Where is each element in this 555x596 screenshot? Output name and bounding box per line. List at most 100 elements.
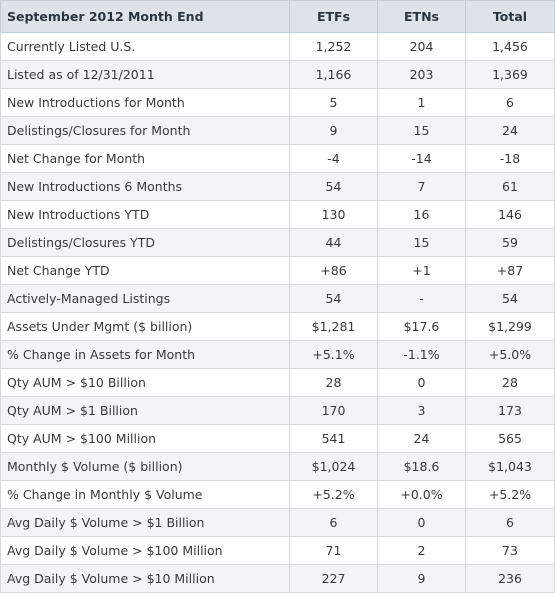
table-row: New Introductions YTD 130 16 146 — [0, 200, 555, 229]
row-label: Avg Daily $ Volume > $100 Million — [0, 536, 290, 565]
etns-value: $17.6 — [377, 312, 466, 341]
etns-value: 9 — [377, 564, 466, 593]
etns-value: +0.0% — [377, 480, 466, 509]
table-row: Currently Listed U.S. 1,252 204 1,456 — [0, 32, 555, 61]
etns-value: 16 — [377, 200, 466, 229]
row-label: Actively-Managed Listings — [0, 284, 290, 313]
table-row: % Change in Monthly $ Volume +5.2% +0.0% +5… — [0, 480, 555, 509]
etfs-value: 54 — [289, 284, 378, 313]
etns-value: 7 — [377, 172, 466, 201]
etns-value: 1 — [377, 88, 466, 117]
etfs-value: 130 — [289, 200, 378, 229]
header-etfs: ETFs — [289, 0, 378, 33]
table-row: Net Change for Month -4 -14 -18 — [0, 144, 555, 173]
row-label: % Change in Monthly $ Volume — [0, 480, 290, 509]
etns-value: 204 — [377, 32, 466, 61]
row-label: New Introductions YTD — [0, 200, 290, 229]
total-value: 73 — [465, 536, 555, 565]
table-row: Actively-Managed Listings 54-54 — [0, 284, 555, 313]
table-row: Qty AUM > $1 Billion 170 3 173 — [0, 396, 555, 425]
table-body: Currently Listed U.S. 1,252 204 1,456 Listed… — [0, 32, 555, 593]
table-row: Net Change YTD +86 +1 +87 — [0, 256, 555, 285]
table-row: Qty AUM > $10 Billion 28 0 28 — [0, 368, 555, 397]
row-label: Net Change YTD — [0, 256, 290, 285]
table-row: Delistings/Closures YTD 44 15 59 — [0, 228, 555, 257]
etns-value: 0 — [377, 368, 466, 397]
total-value: $1,043 — [465, 452, 555, 481]
etfs-value: 44 — [289, 228, 378, 257]
row-label: Listed as of 12/31/2011 — [0, 60, 290, 89]
row-label: Avg Daily $ Volume > $1 Billion — [0, 508, 290, 537]
etfs-value: 1,252 — [289, 32, 378, 61]
table-row: New Introductions for Month 5 1 6 — [0, 88, 555, 117]
row-label: Net Change for Month — [0, 144, 290, 173]
total-value: $1,299 — [465, 312, 555, 341]
row-label: Qty AUM > $100 Million — [0, 424, 290, 453]
etns-value: -14 — [377, 144, 466, 173]
table-row: Qty AUM > $100 Million 541 24 565 — [0, 424, 555, 453]
row-label: Monthly $ Volume ($ billion) — [0, 452, 290, 481]
total-value: 1,369 — [465, 60, 555, 89]
total-value: 28 — [465, 368, 555, 397]
total-value: +87 — [465, 256, 555, 285]
total-value: 59 — [465, 228, 555, 257]
etfs-value: $1,281 — [289, 312, 378, 341]
table-header-row: September 2012 Month End ETFs ETNs Total — [0, 0, 555, 33]
etfs-value: 541 — [289, 424, 378, 453]
etns-value: 203 — [377, 60, 466, 89]
table-row: Avg Daily $ Volume > $1 Billion 6 0 6 — [0, 508, 555, 537]
total-value: 6 — [465, 88, 555, 117]
etfs-value: 6 — [289, 508, 378, 537]
etfs-value: 28 — [289, 368, 378, 397]
header-etns: ETNs — [377, 0, 466, 33]
row-label: Assets Under Mgmt ($ billion) — [0, 312, 290, 341]
table-row: Assets Under Mgmt ($ billion) $1,281 $17.6… — [0, 312, 555, 341]
etfs-value: +5.2% — [289, 480, 378, 509]
etns-value: - — [377, 284, 466, 313]
etns-value: 15 — [377, 228, 466, 257]
row-label: New Introductions 6 Months — [0, 172, 290, 201]
etfs-value: $1,024 — [289, 452, 378, 481]
total-value: 54 — [465, 284, 555, 313]
etns-value: 15 — [377, 116, 466, 145]
total-value: 6 — [465, 508, 555, 537]
total-value: +5.2% — [465, 480, 555, 509]
etns-value: +1 — [377, 256, 466, 285]
header-total: Total — [465, 0, 555, 33]
etfs-value: 9 — [289, 116, 378, 145]
table-row: Avg Daily $ Volume > $100 Million 71 2 73 — [0, 536, 555, 565]
etfs-value: 227 — [289, 564, 378, 593]
table-row: Monthly $ Volume ($ billion) $1,024 $18.6 $… — [0, 452, 555, 481]
total-value: +5.0% — [465, 340, 555, 369]
etfs-value: 1,166 — [289, 60, 378, 89]
etns-value: -1.1% — [377, 340, 466, 369]
row-label: Avg Daily $ Volume > $10 Million — [0, 564, 290, 593]
table-row: Delistings/Closures for Month 9 15 24 — [0, 116, 555, 145]
row-label: Currently Listed U.S. — [0, 32, 290, 61]
etns-value: $18.6 — [377, 452, 466, 481]
etfs-value: -4 — [289, 144, 378, 173]
etfs-value: 170 — [289, 396, 378, 425]
table-row: Avg Daily $ Volume > $10 Million 227 9 236 — [0, 564, 555, 593]
row-label: New Introductions for Month — [0, 88, 290, 117]
total-value: 565 — [465, 424, 555, 453]
table-row: % Change in Assets for Month +5.1% -1.1% +5… — [0, 340, 555, 369]
row-label: Qty AUM > $1 Billion — [0, 396, 290, 425]
total-value: 173 — [465, 396, 555, 425]
row-label: Delistings/Closures for Month — [0, 116, 290, 145]
etns-value: 24 — [377, 424, 466, 453]
row-label: % Change in Assets for Month — [0, 340, 290, 369]
row-label: Delistings/Closures YTD — [0, 228, 290, 257]
total-value: -18 — [465, 144, 555, 173]
etns-value: 2 — [377, 536, 466, 565]
table-row: Listed as of 12/31/2011 1,166 203 1,369 — [0, 60, 555, 89]
etns-value: 3 — [377, 396, 466, 425]
table-row: New Introductions 6 Months 54 7 61 — [0, 172, 555, 201]
etfs-value: +86 — [289, 256, 378, 285]
etfs-value: 5 — [289, 88, 378, 117]
etns-value: 0 — [377, 508, 466, 537]
total-value: 146 — [465, 200, 555, 229]
etfs-value: +5.1% — [289, 340, 378, 369]
row-label: Qty AUM > $10 Billion — [0, 368, 290, 397]
